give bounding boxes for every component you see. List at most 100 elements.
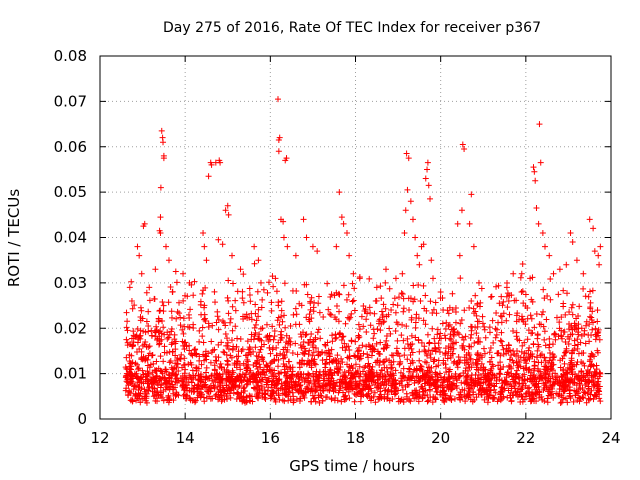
data-point (365, 386, 372, 393)
data-point (326, 381, 333, 388)
data-point (276, 377, 283, 384)
data-point (435, 344, 442, 351)
data-point (356, 363, 363, 370)
data-point (242, 313, 249, 320)
data-point (180, 384, 187, 391)
data-point (449, 375, 456, 382)
data-point (198, 361, 205, 368)
data-point (430, 275, 437, 282)
data-point (275, 148, 282, 155)
data-point (165, 380, 172, 387)
data-point (146, 343, 153, 350)
data-point (432, 369, 439, 376)
data-point (509, 357, 516, 364)
data-point (130, 386, 137, 393)
data-point (589, 308, 596, 315)
data-point (518, 386, 525, 393)
data-point (470, 379, 477, 386)
data-point (179, 364, 186, 371)
data-point (491, 386, 498, 393)
data-point (375, 318, 382, 325)
data-point (247, 367, 254, 374)
data-point (568, 304, 575, 311)
data-point (399, 290, 406, 297)
data-point (487, 344, 494, 351)
data-point (147, 361, 154, 368)
data-point (434, 372, 441, 379)
data-point (368, 352, 375, 359)
data-point (162, 366, 169, 373)
data-point (300, 343, 307, 350)
data-point (418, 363, 425, 370)
data-point (510, 270, 517, 277)
data-point (168, 325, 175, 332)
data-point (126, 358, 133, 365)
data-point (591, 368, 598, 375)
data-point (489, 317, 496, 324)
data-point (261, 386, 268, 393)
data-point (287, 323, 294, 330)
data-point (255, 392, 262, 399)
data-point (256, 349, 263, 356)
data-point (151, 385, 158, 392)
data-point (128, 335, 135, 342)
data-point (160, 302, 167, 309)
data-point (255, 313, 262, 320)
data-point (148, 380, 155, 387)
data-point (574, 336, 581, 343)
data-point (570, 347, 577, 354)
data-point (328, 346, 335, 353)
data-point (342, 347, 349, 354)
data-point (162, 379, 169, 386)
data-point (368, 394, 375, 401)
data-point (161, 349, 168, 356)
data-point (301, 394, 308, 401)
data-point (200, 287, 207, 294)
data-point (513, 352, 520, 359)
data-point (347, 314, 354, 321)
data-point (473, 394, 480, 401)
y-tick-label: 0.01 (54, 365, 87, 383)
data-point (352, 361, 359, 368)
data-point (149, 369, 156, 376)
data-point (265, 384, 272, 391)
data-point (487, 369, 494, 376)
data-point (524, 305, 531, 312)
data-point (515, 358, 522, 365)
data-point (440, 397, 447, 404)
data-point (503, 293, 510, 300)
data-point (524, 336, 531, 343)
data-point (473, 330, 480, 337)
data-point (427, 195, 434, 202)
data-point (181, 370, 188, 377)
data-point (505, 342, 512, 349)
data-point (566, 309, 573, 316)
data-point (464, 380, 471, 387)
data-point (576, 398, 583, 405)
data-point (381, 378, 388, 385)
data-point (224, 358, 231, 365)
data-point (487, 358, 494, 365)
data-point (575, 350, 582, 357)
data-point (151, 296, 158, 303)
data-point (219, 241, 226, 248)
data-point (243, 369, 250, 376)
data-point (384, 395, 391, 402)
data-point (504, 279, 511, 286)
data-point (534, 347, 541, 354)
data-point (236, 373, 243, 380)
data-point (165, 334, 172, 341)
data-point (234, 288, 241, 295)
data-point (405, 155, 412, 162)
data-point (217, 375, 224, 382)
data-point (259, 390, 266, 397)
data-point (345, 343, 352, 350)
data-point (338, 398, 345, 405)
data-point (201, 398, 208, 405)
data-point (517, 354, 524, 361)
data-point (371, 346, 378, 353)
data-point (479, 313, 486, 320)
data-point (345, 291, 352, 298)
data-point (416, 377, 423, 384)
data-point (536, 321, 543, 328)
